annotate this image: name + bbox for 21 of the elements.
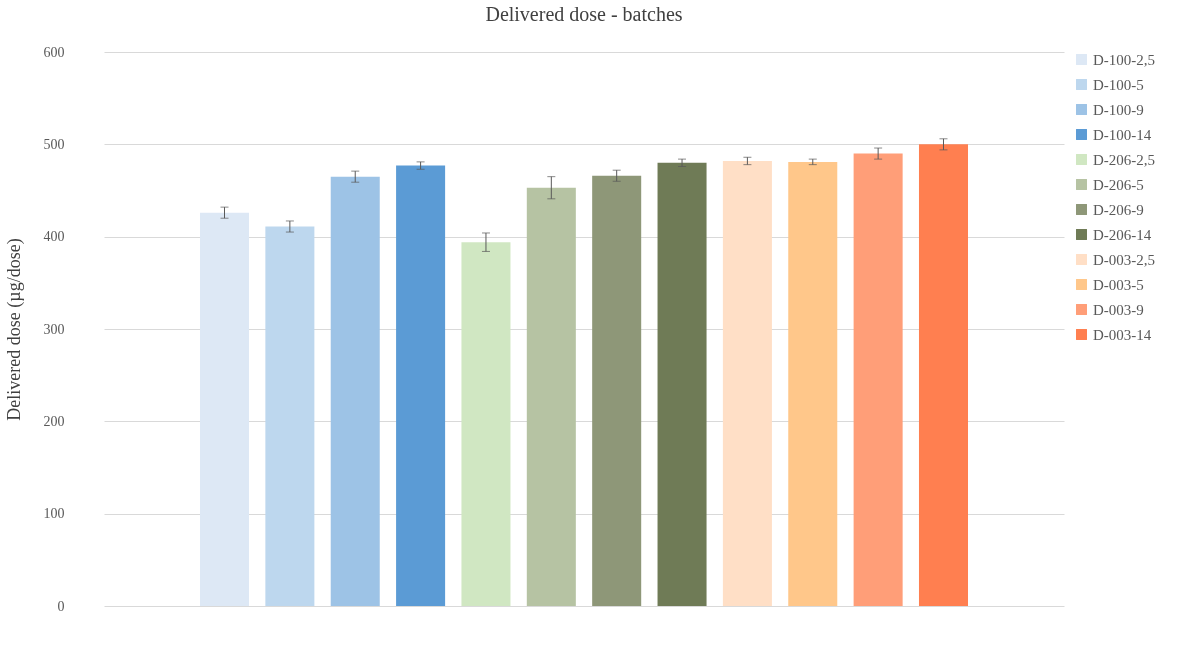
y-tick-label: 200 [43,413,65,429]
y-tick-label: 500 [43,136,65,152]
legend-label: D-003-9 [1093,301,1144,318]
legend-label: D-003-5 [1093,276,1144,293]
legend-label: D-003-14 [1093,326,1152,343]
legend-label: D-206-14 [1093,226,1152,243]
legend-label: D-100-2,5 [1093,51,1156,68]
legend-label: D-206-9 [1093,201,1144,218]
y-tick-label: 300 [43,321,65,337]
y-axis-title: Delivered dose (µg/dose) [3,238,25,421]
legend-label: D-100-5 [1093,76,1144,93]
legend-label: D-003-2,5 [1093,251,1156,268]
y-tick-label: 600 [43,44,65,60]
legend-label: D-100-9 [1093,101,1144,118]
legend-label: D-206-2,5 [1093,151,1156,168]
chart-title: Delivered dose - batches [485,3,683,25]
legend-label: D-206-5 [1093,176,1144,193]
y-tick-label: 0 [57,598,65,614]
y-tick-label: 400 [43,229,65,245]
y-tick-label: 100 [43,506,65,522]
legend-label: D-100-14 [1093,126,1152,143]
